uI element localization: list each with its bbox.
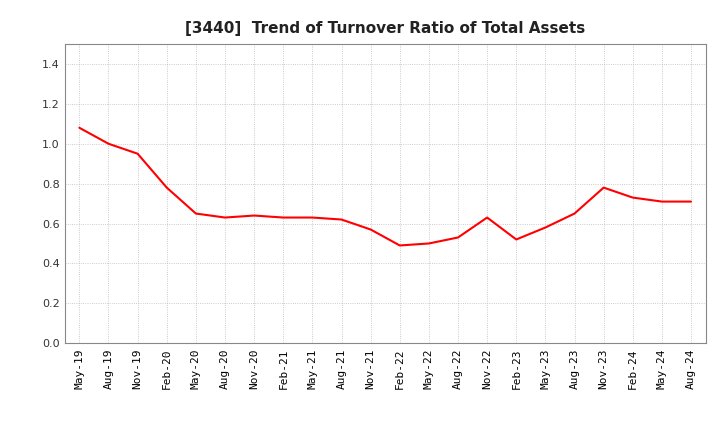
Title: [3440]  Trend of Turnover Ratio of Total Assets: [3440] Trend of Turnover Ratio of Total … <box>185 21 585 36</box>
